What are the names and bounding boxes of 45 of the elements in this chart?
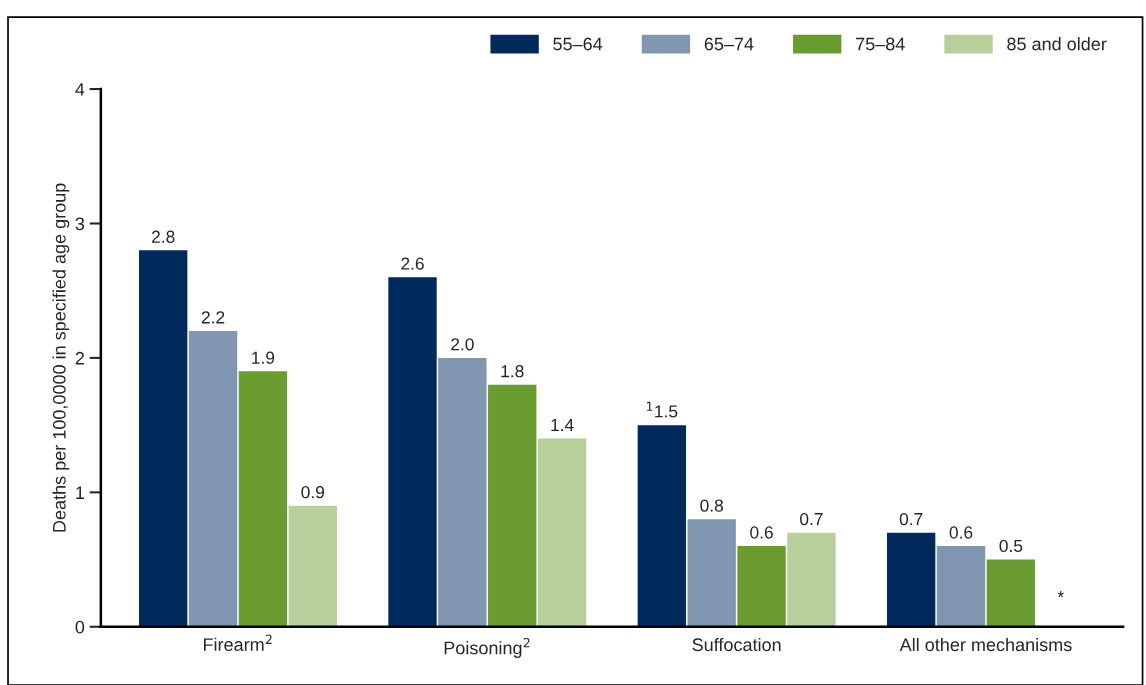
bar: [188, 331, 238, 627]
data-label: 2.6: [401, 257, 424, 270]
bar: [537, 438, 587, 627]
data-label: 1.9: [252, 351, 275, 364]
bar: [488, 384, 537, 627]
bar: [936, 546, 986, 627]
data-label: 2.0: [451, 338, 474, 351]
data-label: 0.8: [700, 499, 724, 512]
y-tick-label: 2: [75, 351, 84, 365]
data-label: 1.4: [551, 418, 574, 431]
bar: [388, 277, 437, 627]
bar: [687, 519, 736, 627]
legend-label: 65–74: [704, 37, 754, 51]
bar: [986, 559, 1036, 627]
data-label: 0.6: [750, 526, 773, 539]
data-label: 0.7: [800, 512, 823, 526]
y-axis-title: Deaths per 100,0000 in specified age group: [52, 183, 70, 532]
data-label: 2.2: [201, 311, 225, 324]
y-tick-label: 3: [75, 217, 85, 231]
data-label: 2.8: [151, 230, 175, 243]
data-label: $^{1}$1.5: [647, 401, 678, 418]
bar: [438, 357, 487, 627]
text: *: [1057, 591, 1064, 598]
x-tick-label: Suffocation: [692, 637, 781, 652]
bar: [787, 532, 836, 627]
y-tick-label: 1: [76, 486, 84, 499]
data-label: 0.6: [949, 526, 973, 539]
y-tick-label: 0: [75, 620, 85, 634]
data-label: 1.8: [501, 365, 524, 378]
bar: [737, 546, 786, 627]
bar: [138, 250, 188, 627]
legend-label: 55–64: [553, 37, 603, 51]
data-label: 0.5: [999, 539, 1023, 553]
legend-label: 75–84: [856, 37, 905, 51]
data-label: 0.9: [301, 486, 325, 499]
bar: [886, 532, 936, 627]
x-tick-label: All other mechanisms: [899, 637, 1072, 652]
legend-label: 85 and older: [1007, 37, 1107, 51]
x-tick-label: Firearm$^{2}$: [203, 634, 272, 652]
data-label: 0.7: [899, 512, 923, 526]
x-tick-label: Poisoning$^{2}$: [444, 637, 530, 658]
bar: [637, 425, 687, 627]
y-tick-label: 4: [75, 83, 85, 96]
bar: [288, 505, 337, 627]
bar: [238, 371, 288, 627]
